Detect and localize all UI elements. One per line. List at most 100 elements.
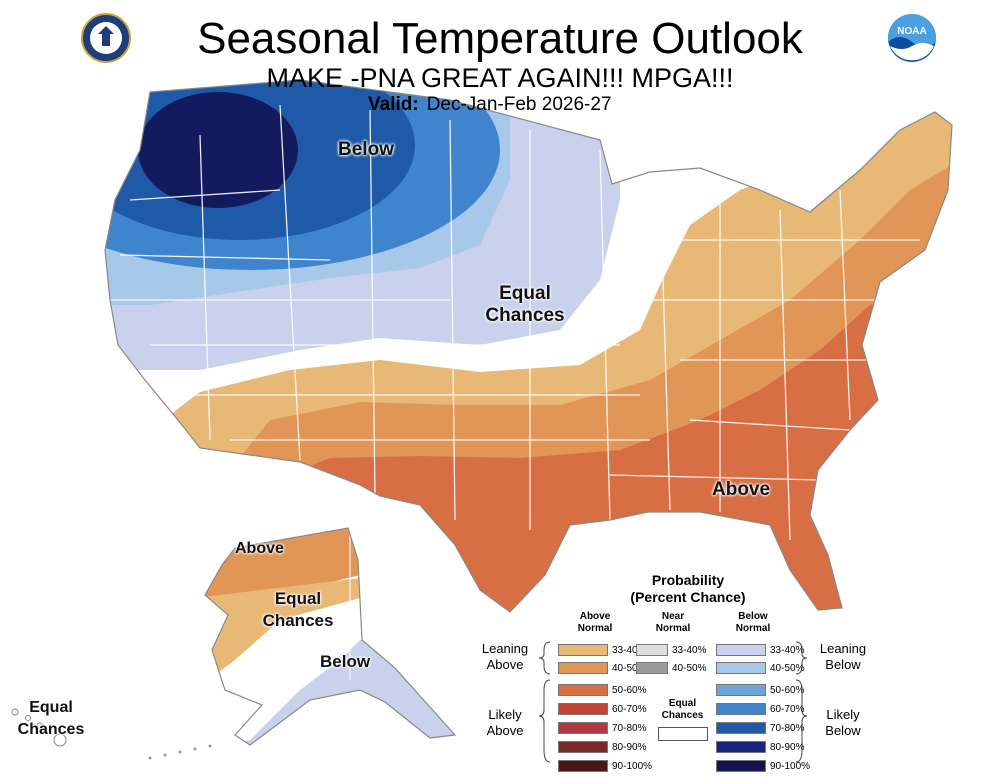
legend-likely-above-line2: Above xyxy=(486,723,524,738)
legend-above-label: 70-80% xyxy=(612,722,647,734)
legend-equal-chances: Equal Chances xyxy=(640,698,725,722)
legend-below-row: 70-80% xyxy=(716,721,804,735)
legend-col-above-line2: Normal xyxy=(577,623,613,634)
swatch-above-33-40 xyxy=(558,644,608,656)
legend-above-label: 80-90% xyxy=(612,741,647,753)
legend-equal-line2: Chances xyxy=(661,710,704,721)
legend-col-near: Near Normal xyxy=(638,611,708,635)
legend-below-label: 50-60% xyxy=(770,684,805,696)
legend-above-row: 33-40% xyxy=(558,643,646,657)
hi-equal-line1: Equal xyxy=(29,699,73,716)
swatch-near-40-50 xyxy=(636,662,668,674)
legend-col-above-line1: Above xyxy=(579,611,611,622)
swatch-above-60-70 xyxy=(558,703,608,715)
legend-below-label: 80-90% xyxy=(770,741,805,753)
ak-above-label: Above xyxy=(235,540,284,557)
legend-col-near-line2: Normal xyxy=(655,623,691,634)
swatch-below-50-60 xyxy=(716,684,766,696)
legend-below-row: 33-40% xyxy=(716,643,804,657)
legend-below-row: 80-90% xyxy=(716,740,804,754)
legend-above-row: 70-80% xyxy=(558,721,646,735)
swatch-below-90-100 xyxy=(716,760,766,772)
legend-above-label: 33-40% xyxy=(612,644,647,656)
hi-equal-chances-label: Equal Chances xyxy=(10,697,92,741)
ak-equal-chances-label: Equal Chances xyxy=(258,588,338,632)
legend-below-label: 40-50% xyxy=(770,662,805,674)
legend-below-label: 60-70% xyxy=(770,703,805,715)
page-subtitle: MAKE -PNA GREAT AGAIN!!! MPGA!!! xyxy=(266,63,734,93)
legend-below-label: 33-40% xyxy=(770,644,805,656)
legend-above-row: 40-50% xyxy=(558,661,646,675)
legend-above-label: 40-50% xyxy=(612,662,647,674)
legend-right-braces xyxy=(795,641,808,763)
swatch-below-70-80 xyxy=(716,722,766,734)
legend-title: Probability (Percent Chance) xyxy=(598,572,778,606)
legend-likely-below-line2: Below xyxy=(825,723,861,738)
swatch-equal-chances xyxy=(658,727,708,741)
legend-likely-above-line1: Likely xyxy=(488,707,522,722)
legend-leaning-above: Leaning Above xyxy=(470,641,540,673)
legend-above-row: 90-100% xyxy=(558,759,652,773)
conus-above-label: Above xyxy=(712,479,771,500)
legend-near-row: 40-50% xyxy=(636,661,706,675)
legend-above-row: 60-70% xyxy=(558,702,646,716)
legend-near-row: 33-40% xyxy=(636,643,706,657)
swatch-above-80-90 xyxy=(558,741,608,753)
page-title: Seasonal Temperature Outlook xyxy=(197,14,803,63)
legend-leaning-above-line1: Leaning xyxy=(481,641,529,656)
legend-above-label: 50-60% xyxy=(612,684,647,696)
valid-period: Valid: Dec-Jan-Feb 2026-27 xyxy=(368,94,612,116)
swatch-below-80-90 xyxy=(716,741,766,753)
legend-below-row: 90-100% xyxy=(716,759,810,773)
swatch-above-90-100 xyxy=(558,760,608,772)
legend-below-label: 70-80% xyxy=(770,722,805,734)
legend-col-below-line2: Normal xyxy=(735,623,771,634)
swatch-near-33-40 xyxy=(636,644,668,656)
swatch-above-70-80 xyxy=(558,722,608,734)
conus-equal-chances-label: Equal Chances xyxy=(470,283,580,327)
legend-above-row: 50-60% xyxy=(558,683,646,697)
legend-near-label: 33-40% xyxy=(672,644,707,656)
noaa-logo-icon: NOAA xyxy=(886,12,938,69)
legend-below-row: 60-70% xyxy=(716,702,804,716)
legend-leaning-below-line1: Leaning xyxy=(819,641,867,656)
legend-near-label: 40-50% xyxy=(672,662,707,674)
legend-col-near-line1: Near xyxy=(661,611,685,622)
legend-above-row: 80-90% xyxy=(558,740,646,754)
legend-leaning-below-line2: Below xyxy=(825,657,861,672)
commerce-seal-icon xyxy=(80,12,132,69)
hi-equal-line2: Chances xyxy=(17,721,85,738)
conus-equal-line2: Chances xyxy=(485,305,565,326)
legend-below-row: 40-50% xyxy=(716,661,804,675)
legend-title-line1: Probability xyxy=(651,572,725,588)
swatch-above-40-50 xyxy=(558,662,608,674)
swatch-above-50-60 xyxy=(558,684,608,696)
swatch-below-40-50 xyxy=(716,662,766,674)
swatch-below-33-40 xyxy=(716,644,766,656)
ak-equal-line2: Chances xyxy=(262,611,334,630)
legend-likely-below-line1: Likely xyxy=(826,707,860,722)
legend-leaning-above-line2: Above xyxy=(486,657,524,672)
swatch-below-60-70 xyxy=(716,703,766,715)
legend-above-label: 60-70% xyxy=(612,703,647,715)
valid-value: Dec-Jan-Feb 2026-27 xyxy=(426,94,612,115)
legend-below-row: 50-60% xyxy=(716,683,804,697)
legend-above-label: 90-100% xyxy=(612,760,653,772)
legend-col-below-line1: Below xyxy=(738,611,768,622)
legend-col-below: Below Normal xyxy=(718,611,788,635)
legend-leaning-below: Leaning Below xyxy=(808,641,878,673)
legend-likely-above: Likely Above xyxy=(470,707,540,739)
conus-equal-line1: Equal xyxy=(499,283,551,304)
legend-equal-line1: Equal xyxy=(668,698,697,709)
conus-below-label: Below xyxy=(338,139,394,160)
legend-left-braces xyxy=(538,641,551,763)
legend-col-above: Above Normal xyxy=(560,611,630,635)
ak-equal-line1: Equal xyxy=(274,589,322,608)
ak-below-label: Below xyxy=(320,652,371,671)
legend-title-line2: (Percent Chance) xyxy=(630,589,746,605)
valid-label: Valid: xyxy=(368,94,419,115)
legend-likely-below: Likely Below xyxy=(808,707,878,739)
noaa-text: NOAA xyxy=(897,26,926,37)
legend-below-label: 90-100% xyxy=(770,760,811,772)
